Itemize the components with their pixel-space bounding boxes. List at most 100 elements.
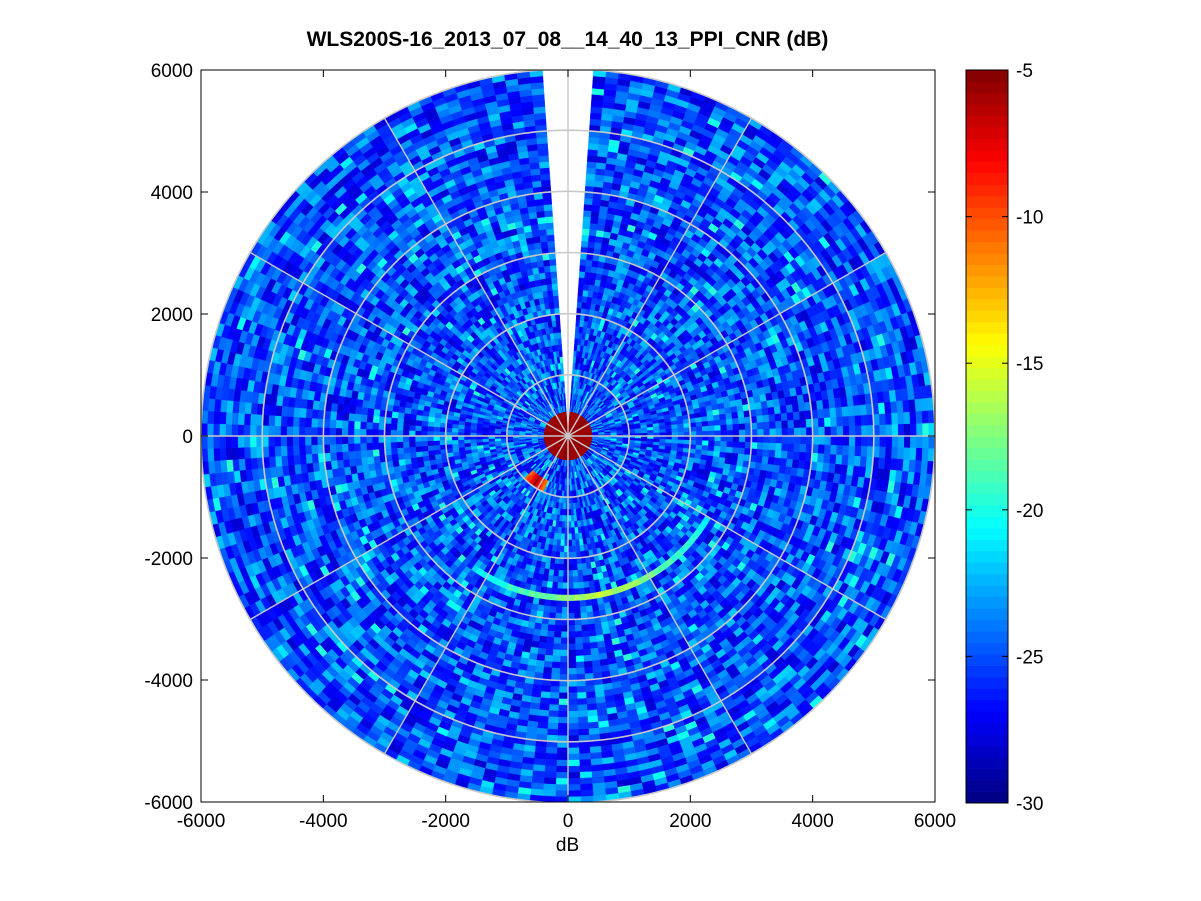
cnr-cell (397, 453, 405, 461)
cnr-cell (718, 408, 726, 415)
cnr-cell (671, 428, 679, 433)
cnr-cell (702, 425, 709, 432)
cnr-cell (737, 411, 745, 419)
cnr-cell (696, 431, 703, 437)
cnr-cell (567, 588, 574, 596)
cnr-cell (551, 581, 558, 589)
cnr-cell (433, 449, 442, 455)
cnr-cell (659, 425, 666, 430)
cnr-cell (572, 582, 579, 590)
cnr-cell (427, 421, 435, 427)
cnr-cell (421, 450, 429, 457)
cnr-cell (578, 271, 586, 279)
cnr-cell (725, 446, 733, 454)
cnr-cell (720, 435, 728, 442)
cnr-cell (409, 419, 417, 426)
cnr-cell (726, 430, 734, 437)
cnr-cell (562, 594, 569, 602)
cnr-cell (414, 435, 422, 442)
cnr-cell (726, 424, 734, 431)
cnr-cell (575, 539, 580, 547)
cnr-cell (572, 576, 579, 583)
cnr-cell (427, 435, 434, 442)
cnr-cell (647, 429, 654, 434)
cnr-cell (736, 404, 744, 413)
cnr-cell (708, 430, 716, 437)
cnr-cell (433, 421, 441, 428)
cnr-cell (558, 344, 563, 352)
cnr-cell (544, 271, 552, 279)
cnr-cell (677, 423, 685, 429)
cnr-cell (567, 600, 575, 608)
cnr-cell (574, 533, 580, 540)
cnr-cell (732, 417, 740, 425)
cnr-cell (578, 593, 586, 601)
cnr-cell (665, 424, 672, 430)
cnr-cell (396, 441, 404, 449)
cnr-cell (579, 264, 587, 272)
cnr-cell (404, 457, 412, 465)
cnr-cell (576, 563, 583, 571)
cnr-cell (732, 423, 740, 431)
cnr-cell (567, 570, 574, 577)
cnr-cell (557, 338, 562, 345)
cnr-cell (719, 419, 727, 426)
cnr-cell (451, 443, 459, 449)
cnr-cell (577, 575, 584, 583)
cnr-cell (573, 594, 580, 602)
cnr-cell (571, 539, 576, 547)
cnr-cell (538, 266, 546, 274)
cnr-cell (553, 301, 560, 309)
cnr-cell (433, 426, 441, 432)
cnr-cell (694, 417, 703, 423)
cnr-cell (575, 545, 581, 553)
cnr-cell (545, 587, 553, 595)
cnr-cell (573, 588, 580, 596)
cnr-cell (433, 435, 440, 441)
cnr-cell (408, 435, 416, 442)
cnr-cell (578, 581, 585, 589)
cnr-cell (731, 411, 739, 419)
cnr-cell (702, 440, 709, 447)
cnr-cell (457, 439, 465, 444)
cnr-cell (725, 418, 733, 426)
cnr-cell (738, 435, 746, 443)
cnr-cell (583, 587, 591, 595)
cnr-cell (583, 581, 590, 589)
cnr-cell (572, 570, 579, 577)
cnr-cell (561, 600, 569, 608)
cnr-cell (563, 564, 569, 571)
cnr-cell (695, 444, 703, 451)
cnr-cell (403, 452, 411, 460)
cnr-cell (433, 440, 441, 446)
cnr-cell (708, 425, 715, 432)
cnr-cell (464, 442, 471, 448)
cnr-cell (571, 533, 576, 541)
cnr-cell (573, 600, 581, 608)
cnr-cell (653, 429, 660, 434)
cnr-cell (559, 356, 564, 364)
cnr-cell (451, 439, 459, 445)
cnr-cell (556, 594, 563, 602)
cnr-cell (409, 451, 417, 459)
cnr-cell (408, 430, 416, 437)
cnr-cell (577, 569, 583, 577)
cnr-cell (560, 533, 565, 541)
cnr-cell (560, 539, 565, 547)
cnr-cell (396, 435, 404, 443)
cnr-cell (712, 409, 720, 416)
cnr-cell (553, 563, 560, 571)
cnr-cell (567, 564, 573, 571)
cnr-cell (396, 417, 404, 425)
cnr-cell (581, 562, 587, 571)
cnr-cell (732, 429, 740, 437)
cnr-cell (570, 509, 574, 516)
cnr-cell (719, 451, 727, 459)
cnr-cell (713, 446, 721, 453)
cnr-cell (414, 440, 422, 447)
cnr-cell (457, 428, 465, 433)
cnr-cell (713, 419, 721, 426)
cnr-cell (588, 580, 595, 588)
cnr-cell (585, 259, 593, 267)
chart-title: WLS200S-16_2013_07_08__14_40_13_PPI_CNR … (306, 28, 829, 51)
